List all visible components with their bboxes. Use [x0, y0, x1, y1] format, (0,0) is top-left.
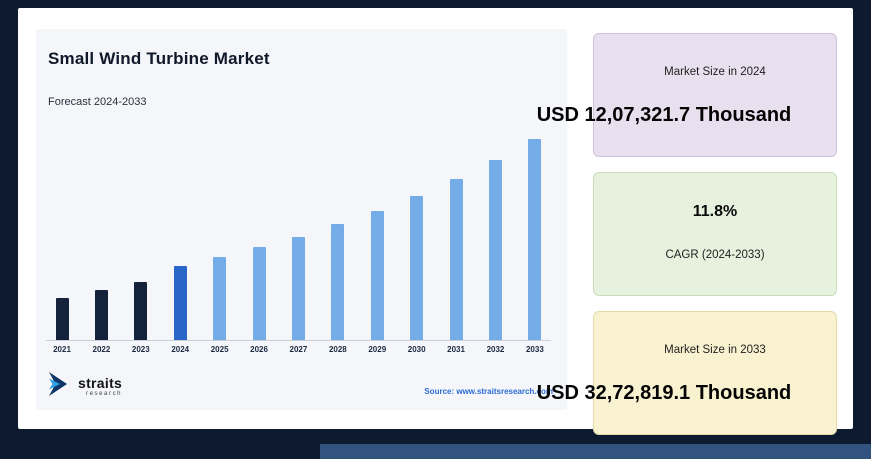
x-axis-label-2021: 2021 — [53, 345, 71, 354]
market-size-2024-card: Market Size in 2024 USD 12,07,321.7 Thou… — [537, 33, 837, 157]
bar-2022 — [94, 290, 108, 340]
bar-2023 — [134, 282, 148, 340]
x-axis-label-2024: 2024 — [171, 345, 190, 354]
bar-column-2028: 2028 — [326, 128, 350, 354]
straits-logo-icon — [48, 371, 72, 402]
bar-2026 — [252, 247, 266, 340]
x-axis-label-2025: 2025 — [210, 345, 229, 354]
market-size-2033-value: USD 32,72,819.1 Thousand — [536, 382, 792, 404]
x-axis-label-2026: 2026 — [250, 345, 268, 354]
bar-column-2031: 2031 — [444, 128, 468, 354]
bar-column-2025: 2025 — [208, 128, 232, 354]
bar-2024 — [173, 266, 187, 340]
straits-research-logo: straits research — [48, 371, 122, 402]
cagr-card: 11.8% CAGR (2024-2033) — [593, 172, 837, 296]
bar-column-2029: 2029 — [365, 128, 389, 354]
bar-2028 — [331, 224, 345, 340]
market-size-2033-label: Market Size in 2033 — [664, 344, 766, 356]
x-axis-label-2023: 2023 — [131, 345, 150, 354]
bar-column-2024: 2024 — [168, 128, 192, 354]
source-link[interactable]: Source: www.straitsresearch.com — [424, 387, 553, 396]
logo-subtitle: research — [85, 391, 123, 397]
x-axis-label-2027: 2027 — [289, 345, 308, 354]
bar-column-2027: 2027 — [286, 128, 310, 354]
x-axis-label-2032: 2032 — [486, 345, 505, 354]
x-axis-label-2030: 2030 — [407, 345, 426, 354]
bar-2025 — [213, 257, 227, 340]
stat-cards-column: Market Size in 2024 USD 12,07,321.7 Thou… — [537, 33, 837, 450]
bar-2033 — [528, 139, 542, 340]
logo-name: straits — [78, 375, 123, 391]
chart-subtitle: Forecast 2024-2033 — [48, 96, 147, 108]
bar-column-2032: 2032 — [483, 128, 507, 354]
bar-column-2026: 2026 — [247, 128, 271, 354]
logo-text: straits research — [78, 376, 122, 397]
bar-2029 — [370, 211, 384, 340]
chart-panel: Small Wind Turbine Market Forecast 2024-… — [36, 29, 567, 410]
bar-column-2033: 2033 — [523, 128, 547, 354]
bar-2021 — [55, 298, 69, 340]
x-axis-label-2031: 2031 — [447, 345, 465, 354]
x-axis-label-2033: 2033 — [525, 345, 544, 354]
x-axis-label-2028: 2028 — [328, 345, 347, 354]
bar-2030 — [410, 196, 424, 340]
bar-column-2030: 2030 — [405, 128, 429, 354]
market-size-2033-card: Market Size in 2033 USD 32,72,819.1 Thou… — [537, 311, 837, 435]
bar-2032 — [488, 160, 502, 340]
market-size-2024-label: Market Size in 2024 — [664, 66, 766, 78]
bar-column-2022: 2022 — [89, 128, 113, 354]
bar-2027 — [291, 237, 305, 340]
bar-2031 — [449, 179, 463, 340]
cagr-value: 11.8% — [692, 203, 738, 220]
x-axis-label-2022: 2022 — [92, 345, 111, 354]
cagr-label: CAGR (2024-2033) — [665, 249, 765, 261]
bottom-accent-strip — [320, 444, 871, 459]
chart-title: Small Wind Turbine Market — [48, 49, 270, 68]
bar-column-2021: 2021 — [50, 128, 74, 354]
x-axis-label-2029: 2029 — [368, 345, 387, 354]
bar-column-2023: 2023 — [129, 128, 153, 354]
white-frame: Small Wind Turbine Market Forecast 2024-… — [18, 8, 853, 435]
bar-chart-plot: 2021 2022 2023 2024 2025 2026 2027 2028 2029 2030… — [46, 128, 551, 354]
market-size-2024-value: USD 12,07,321.7 Thousand — [536, 104, 792, 126]
